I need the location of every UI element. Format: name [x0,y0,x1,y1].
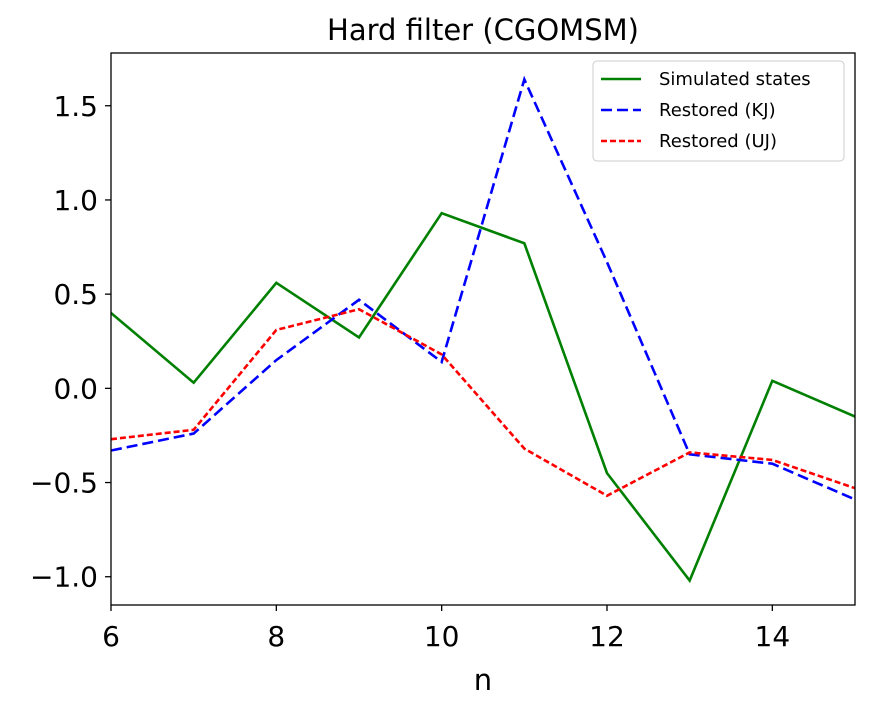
x-tick-label: 6 [102,620,120,653]
x-axis: 6 8 10 12 14 [102,605,790,653]
x-tick-label: 8 [267,620,285,653]
chart-title: Hard filter (CGOMSM) [327,13,639,47]
series-line-1 [111,75,855,501]
legend-label: Restored (KJ) [659,100,776,121]
legend: Simulated states Restored (KJ) Restored (U… [592,60,845,162]
x-tick-label: 10 [424,620,460,653]
legend-box [592,60,845,162]
legend-label: Simulated states [659,69,811,90]
x-axis-label: n [474,663,492,697]
y-tick-label: 1.5 [53,90,98,123]
x-tick-label: 12 [589,620,625,653]
series-layer [111,75,855,584]
y-axis: 1.5 1.0 0.5 0.0 −0.5 −1.0 [30,90,111,594]
series-line-0 [111,211,855,584]
x-tick-label: 14 [755,620,791,653]
y-tick-label: 0.5 [53,278,98,311]
series-line-2 [111,307,855,498]
legend-label: Restored (UJ) [659,131,777,152]
plot-frame [110,52,856,606]
y-tick-label: 1.0 [53,184,98,217]
y-tick-label: 0.0 [53,372,98,405]
y-tick-label: −1.0 [30,561,98,594]
y-tick-label: −0.5 [30,467,98,500]
